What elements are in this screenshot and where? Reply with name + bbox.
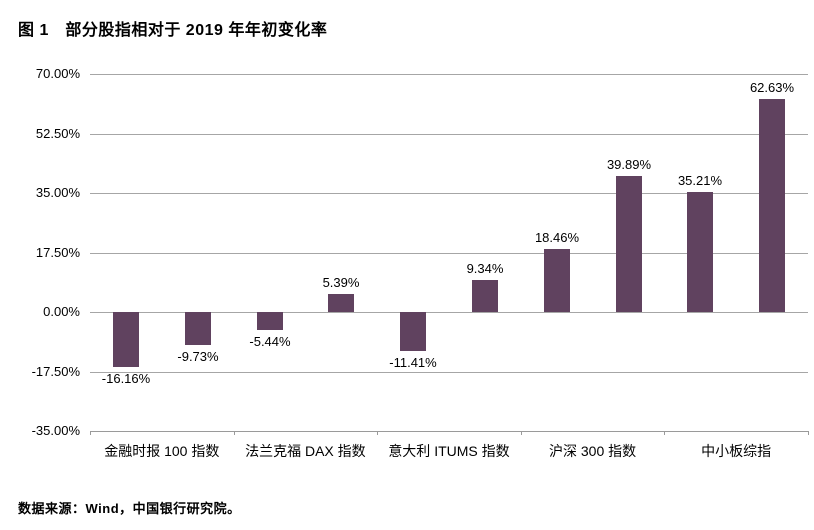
plot-area: -16.16% -9.73% -5.44% 5.39% -11.41% 9.34% 18.4… bbox=[90, 74, 809, 435]
x-axis-category-label: 法兰克福 DAX 指数 bbox=[245, 443, 366, 459]
x-axis-tick bbox=[234, 431, 235, 435]
bar bbox=[328, 294, 354, 312]
x-axis-category-label: 金融时报 100 指数 bbox=[104, 443, 220, 459]
gridline bbox=[90, 74, 808, 75]
bar-value-label: 62.63% bbox=[749, 80, 795, 95]
bar bbox=[544, 249, 570, 312]
bar bbox=[759, 99, 785, 312]
gridline bbox=[90, 372, 808, 373]
y-axis-tick-label: 17.50% bbox=[35, 245, 80, 260]
y-axis-tick-label: -35.00% bbox=[31, 423, 80, 438]
bar-value-label: -9.73% bbox=[177, 349, 219, 364]
gridline bbox=[90, 134, 808, 135]
gridline bbox=[90, 193, 808, 194]
bar bbox=[113, 312, 139, 367]
bar-chart: -16.16% -9.73% -5.44% 5.39% -11.41% 9.34% 18.4… bbox=[0, 60, 814, 470]
y-axis-tick-label: -17.50% bbox=[31, 364, 80, 379]
bar bbox=[400, 312, 426, 351]
bar bbox=[616, 176, 642, 312]
y-axis-tick-label: 52.50% bbox=[35, 126, 80, 141]
bar-value-label: 9.34% bbox=[466, 261, 504, 276]
bar bbox=[185, 312, 211, 345]
x-axis-tick bbox=[808, 431, 809, 435]
bar bbox=[257, 312, 283, 330]
gridline bbox=[90, 312, 808, 313]
x-axis-line bbox=[90, 431, 808, 432]
x-axis-category-label: 意大利 ITUMS 指数 bbox=[388, 443, 510, 459]
x-axis-tick bbox=[521, 431, 522, 435]
bar-value-label: 18.46% bbox=[534, 230, 580, 245]
y-axis-tick-label: 70.00% bbox=[35, 66, 80, 81]
bar-value-label: 39.89% bbox=[606, 157, 652, 172]
data-source-note: 数据来源：Wind，中国银行研究院。 bbox=[18, 501, 241, 516]
x-axis-category-label: 沪深 300 指数 bbox=[549, 443, 637, 459]
bar bbox=[472, 280, 498, 312]
bar bbox=[687, 192, 713, 312]
gridline bbox=[90, 253, 808, 254]
y-axis-tick-label: 0.00% bbox=[43, 304, 80, 319]
bar-value-label: -5.44% bbox=[249, 334, 291, 349]
y-axis-tick-label: 35.00% bbox=[35, 185, 80, 200]
bar-value-label: -11.41% bbox=[389, 355, 437, 370]
x-axis: 金融时报 100 指数 法兰克福 DAX 指数 意大利 ITUMS 指数 沪深 300… bbox=[90, 441, 808, 461]
x-axis-category-label: 中小板综指 bbox=[701, 443, 772, 459]
bar-value-label: 5.39% bbox=[322, 275, 360, 290]
bar-value-label: 35.21% bbox=[677, 173, 723, 188]
x-axis-tick bbox=[90, 431, 91, 435]
x-axis-tick bbox=[664, 431, 665, 435]
figure-title: 图 1 部分股指相对于 2019 年年初变化率 bbox=[18, 22, 328, 39]
x-axis-tick bbox=[377, 431, 378, 435]
bar-value-label: -16.16% bbox=[101, 371, 151, 386]
